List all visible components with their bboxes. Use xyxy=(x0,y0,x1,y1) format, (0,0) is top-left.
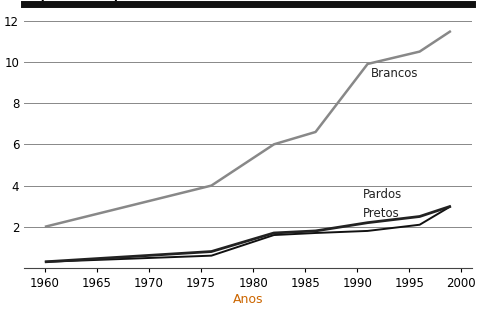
Text: Pardos: Pardos xyxy=(362,188,402,201)
Text: Superior Completo: Superior Completo xyxy=(24,0,148,1)
Text: Pretos: Pretos xyxy=(362,206,399,219)
X-axis label: Anos: Anos xyxy=(233,293,263,306)
Text: Brancos: Brancos xyxy=(371,68,418,80)
